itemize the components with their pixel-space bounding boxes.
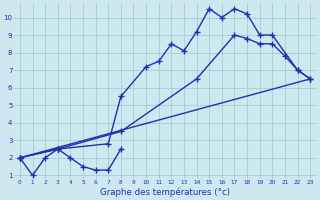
- X-axis label: Graphe des températures (°c): Graphe des températures (°c): [100, 187, 230, 197]
